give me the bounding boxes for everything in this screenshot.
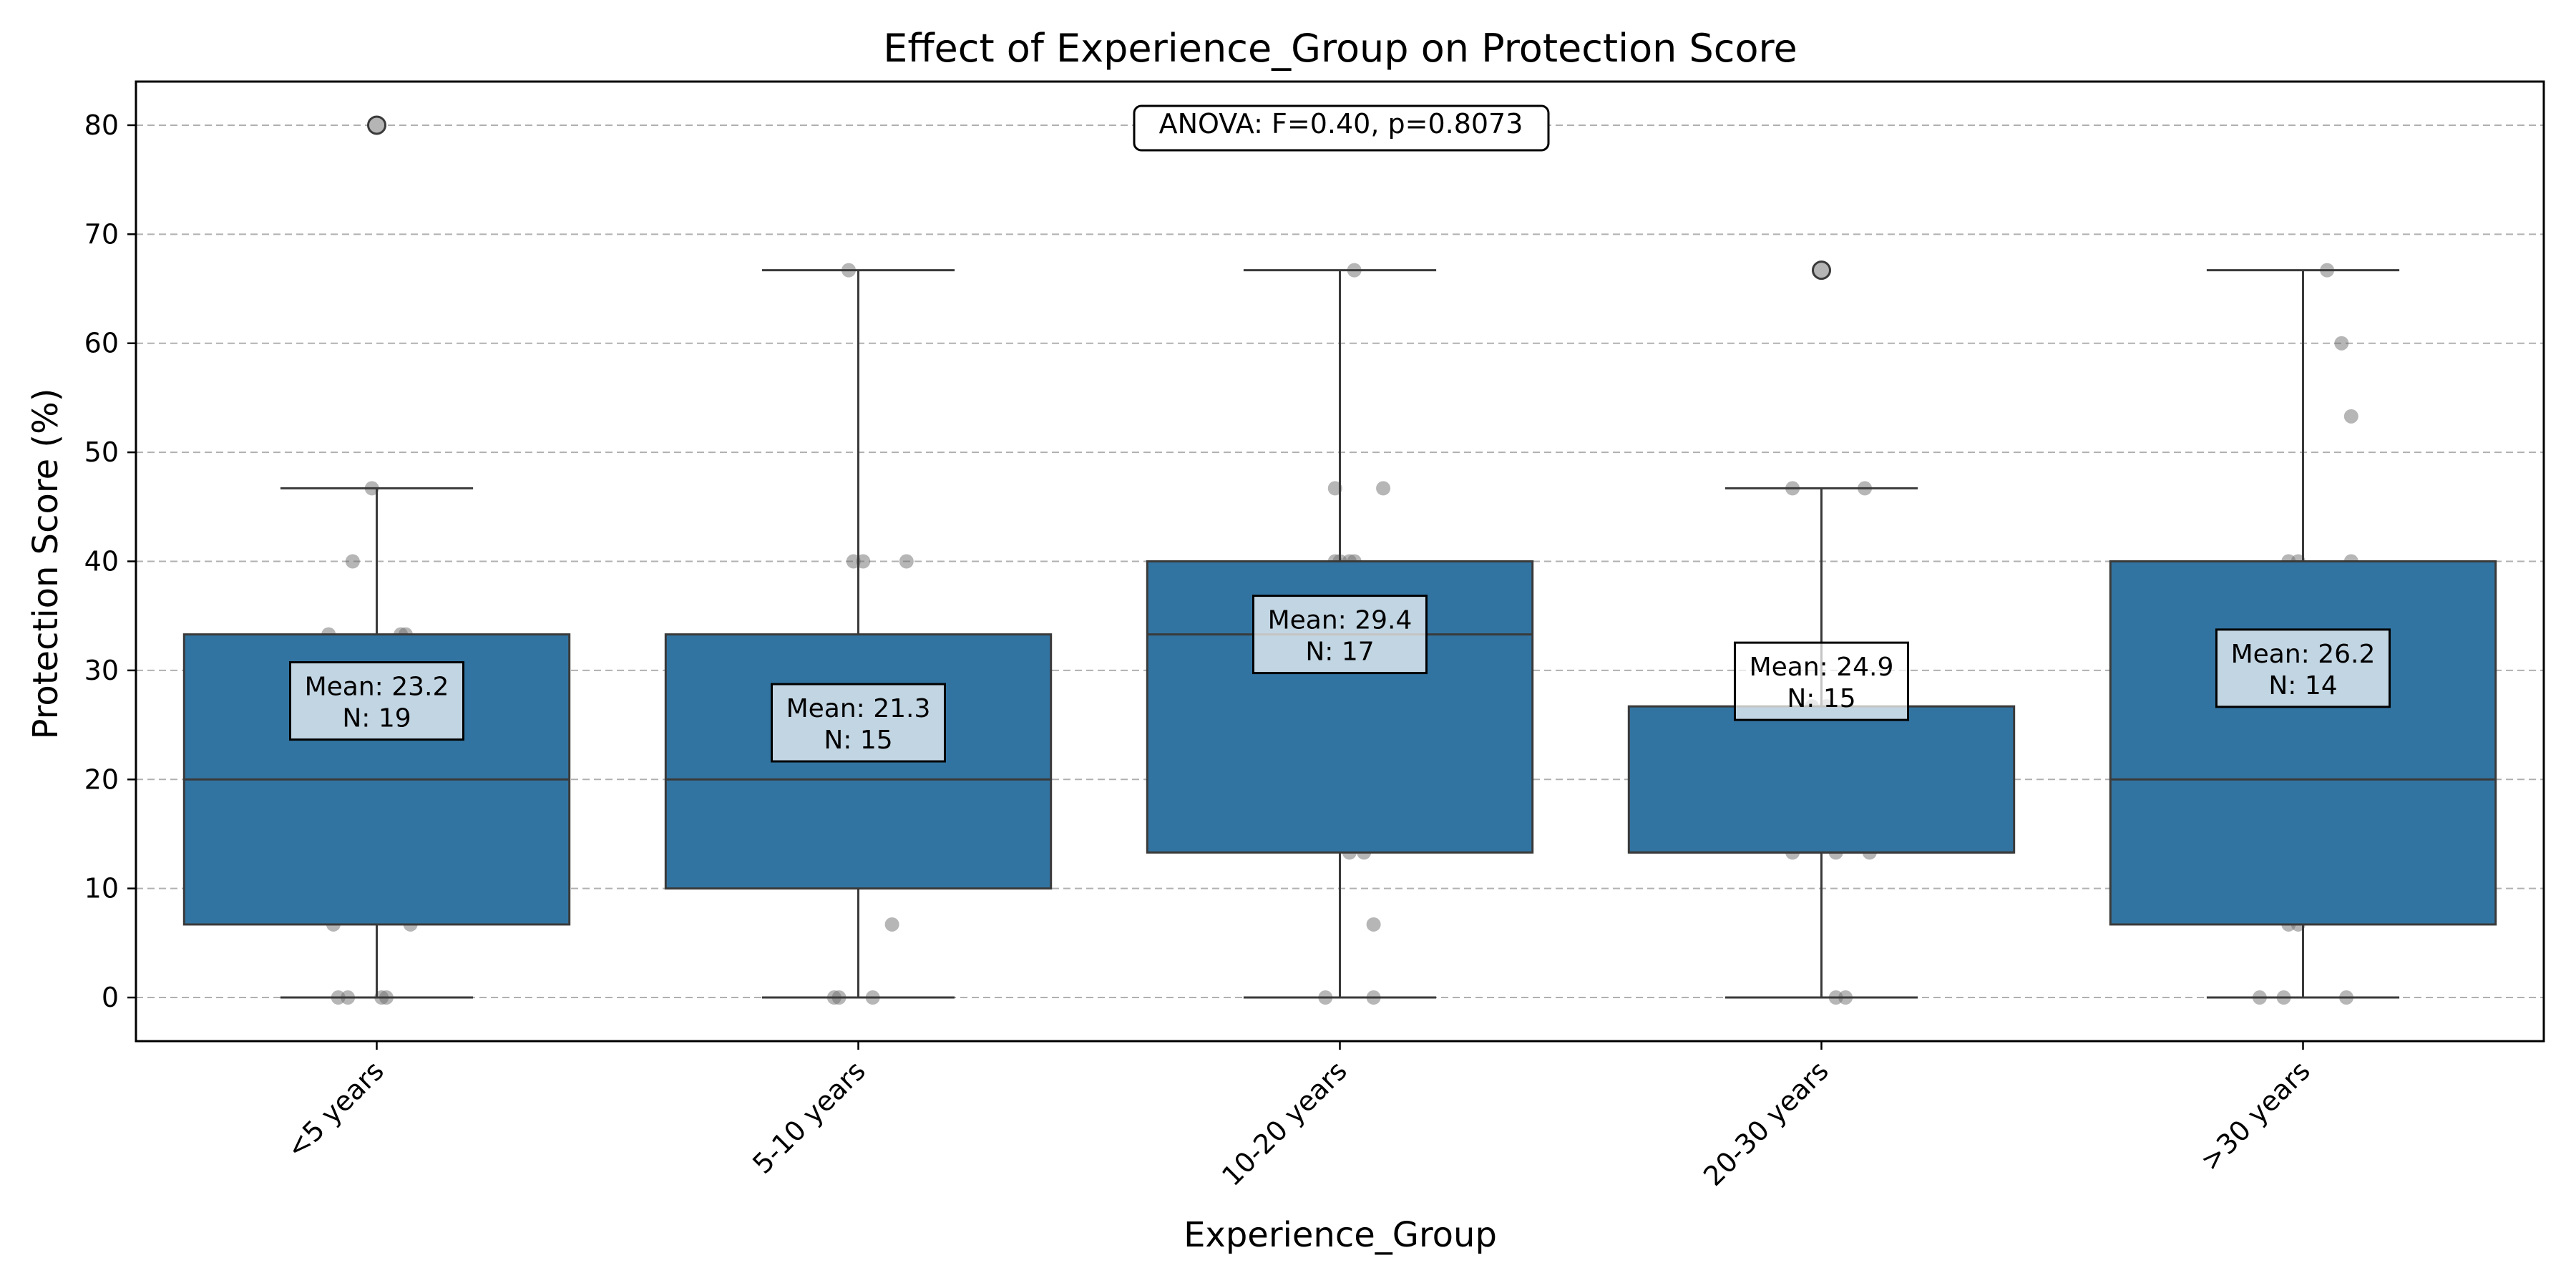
box-iqr [1627,705,2016,854]
mean-label-box [771,683,946,763]
mean-label: Mean: 24.9 [1750,653,1894,682]
n-label: N: 15 [1787,684,1855,713]
mean-label-box [1252,595,1428,675]
data-point [2343,409,2358,424]
anova-annotation-text: ANOVA: F=0.40, p=0.8073 [1159,108,1523,140]
y-tick-label: 20 [84,763,119,795]
label-layer: Mean: 23.2N: 19 Mean: 21.3 N: 15 Mean: 29.4… [289,595,2391,763]
y-tick-label: 60 [84,328,119,359]
data-point [1366,917,1381,932]
outlier-point [367,115,386,135]
y-tick-label: 10 [84,873,119,904]
box-iqr [2109,560,2497,926]
n-label: N: 14 [2268,671,2337,701]
y-tick-label: 80 [84,109,119,141]
n-label: N: 15 [824,726,892,755]
outlier-point [1812,260,1831,280]
data-point [899,554,914,569]
y-axis-label: Protection Score (%) [26,389,66,740]
anova-annotation-box [1133,104,1550,152]
y-tick-label: 70 [84,218,119,250]
data-point [1376,481,1391,496]
mean-label-box [289,661,464,741]
y-tick-label: 30 [84,655,119,686]
data-point [884,917,899,932]
n-label: N: 19 [342,704,411,733]
data-point [2334,336,2349,351]
y-tick-label: 40 [84,546,119,577]
chart-title: Effect of Experience_Group on Protection… [883,26,1797,71]
anova-annotation: ANOVA: F=0.40, p=0.8073 [1133,104,1550,152]
data-point [846,554,861,569]
x-axis-label: Experience_Group [1184,1215,1497,1255]
data-point [345,554,360,569]
mean-label: Mean: 26.2 [2231,640,2376,669]
mean-label: Mean: 29.4 [1268,606,1413,635]
mean-label: Mean: 21.3 [786,694,931,723]
n-label: N: 17 [1305,638,1374,667]
y-tick-label: 0 [102,982,119,1013]
mean-label-box [1734,641,1909,721]
mean-label-box [2215,628,2391,708]
data-point [1327,481,1342,496]
mean-label: Mean: 23.2 [305,673,449,702]
plot-frame [135,80,2545,1043]
y-tick-label: 50 [84,436,119,468]
